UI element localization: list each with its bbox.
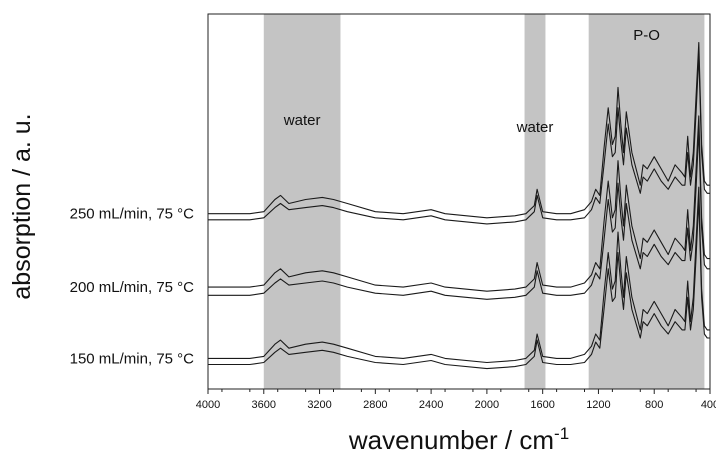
x-tick-label: 2000 xyxy=(475,399,499,411)
spectrum-line xyxy=(208,198,710,370)
spectrum-line xyxy=(208,186,710,364)
spectrum-line xyxy=(208,129,710,300)
spectrum-line xyxy=(208,115,710,292)
y-axis-title: absorption / a. u. xyxy=(8,113,36,299)
highlight-region xyxy=(263,14,341,389)
x-axis-title: wavenumber / cm-1 xyxy=(348,424,569,455)
x-axis-title-text: wavenumber / cm xyxy=(348,425,554,455)
x-tick-label: 2800 xyxy=(363,399,387,411)
x-axis-title-superscript: -1 xyxy=(554,424,569,443)
x-tick-label: 4000 xyxy=(196,399,220,411)
region-label: P-O xyxy=(633,27,660,44)
series-label: 150 mL/min, 75 °C xyxy=(70,350,195,367)
x-tick-label: 800 xyxy=(645,399,663,411)
x-axis: 4000 3600 3200 2800 2400 2000 1600 1200 800 400 xyxy=(196,389,716,411)
x-tick-label: 3200 xyxy=(307,399,331,411)
spectrum-lines xyxy=(208,41,710,370)
region-labels: water water P-O xyxy=(283,27,660,136)
spectrum-line xyxy=(208,41,710,219)
x-tick-label: 400 xyxy=(701,399,716,411)
series-labels: 250 mL/min, 75 °C 200 mL/min, 75 °C 150 mL… xyxy=(70,206,195,368)
series-label: 250 mL/min, 75 °C xyxy=(70,206,195,223)
plot-frame xyxy=(207,13,711,390)
x-tick-label: 3600 xyxy=(252,399,276,411)
x-tick-label: 2400 xyxy=(419,399,443,411)
spectrum-line xyxy=(208,54,710,225)
x-tick-label: 1600 xyxy=(530,399,554,411)
region-label: water xyxy=(516,119,554,136)
x-tick-label: 1200 xyxy=(586,399,610,411)
region-label: water xyxy=(283,112,321,129)
series-label: 200 mL/min, 75 °C xyxy=(70,279,195,296)
